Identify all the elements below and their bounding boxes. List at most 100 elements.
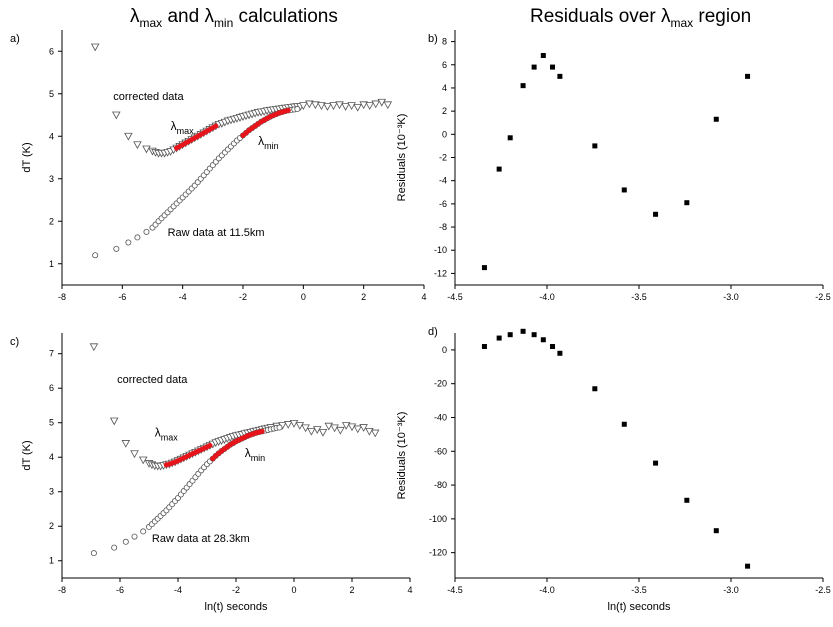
annotation-label: Raw data at 11.5km [168,227,265,239]
corrected-data-point [112,111,121,120]
y-tick-label: 0 [442,345,447,355]
residual-point [621,187,627,193]
corrected-data-point [289,420,299,428]
corrected-data-point [121,440,131,448]
residual-point [531,64,537,70]
residual-point [481,265,487,271]
y-tick-label: 8 [442,37,447,47]
x-tick-label: -2.5 [815,585,831,595]
annotation-label: corrected data [113,91,184,103]
x-tick-label: -8 [58,585,66,595]
y-axis-label: dT (K) [21,440,33,470]
corrected-data-point [307,427,316,436]
annotation-lambda: λmax [171,119,195,136]
x-axis-label: ln(t) seconds [608,601,671,613]
x-tick-label: -4 [179,292,187,302]
corrected-data-point [318,428,328,437]
residual-point [713,528,719,534]
x-tick-label: -2.5 [815,292,831,302]
residual-point [550,64,556,70]
residual-point [557,73,563,79]
title-lambda-2: λ [204,6,214,27]
x-tick-label: 2 [361,292,366,302]
x-tick-label: -3.5 [631,585,647,595]
corrected-data-point [353,425,363,434]
chart-title-left: λmax and λmin calculations [130,6,338,30]
fit-region-point [213,123,219,129]
x-tick-label: 0 [291,585,296,595]
y-tick-label: -4 [439,176,447,186]
corrected-data-point [347,102,356,110]
x-tick-label: -3.5 [631,292,647,302]
residual-point [540,53,546,58]
corrected-data-point [305,100,314,109]
x-tick-label: -2 [239,292,247,302]
corrected-data-point [142,145,151,154]
corrected-data-point [353,103,362,112]
title-sub-max: max [139,15,163,30]
x-tick-label: -3.0 [723,585,739,595]
fit-region-point [285,107,291,113]
y-tick-label: -12 [434,268,447,278]
residual-point [745,73,751,79]
raw-data-point [294,106,301,113]
raw-data-point [113,245,120,252]
y-tick-label: 2 [442,106,447,116]
residual-point [592,143,598,149]
corrected-data-point [365,427,374,436]
chart-title-right: Residuals over λmax region [530,6,751,30]
panel-c: -8 -6 -4 -2 0 2 4 1 2 3 4 5 6 7 c) dT (K) ln(t) seconds c… [10,333,413,613]
x-axis-label: ln(t) seconds [205,601,268,613]
raw-data-point [276,424,283,431]
title-region: region [693,6,752,27]
corrected-data-point [329,102,338,110]
corrected-data-point [347,423,357,432]
residual-point [653,211,659,217]
x-tick-label: -3.0 [723,292,739,302]
corrected-data-point [312,426,322,434]
corrected-data-point [130,450,139,459]
x-tick-label: -8 [58,292,66,302]
annotation-lambda: λmax [155,426,179,443]
y-tick-label: 3 [49,487,54,497]
corrected-data-point [377,98,387,107]
corrected-data-point [109,417,119,426]
corrected-data-point [311,101,320,110]
y-tick-label: 4 [49,452,54,462]
residual-point [496,335,502,341]
residual-point [540,337,546,343]
raw-data-point [125,239,132,246]
y-tick-label: 5 [49,89,54,99]
panel-label: d) [428,326,438,338]
x-tick-label: 0 [301,292,306,302]
raw-data-point [92,252,99,259]
corrected-data-point [90,43,100,52]
panel-label: a) [10,33,20,45]
residual-point [621,421,627,427]
y-tick-label: -6 [439,199,447,209]
y-tick-label: 4 [442,83,447,93]
residual-point [745,563,751,569]
x-tick-label: -6 [116,585,124,595]
y-tick-label: -2 [439,153,447,163]
residual-point [550,344,556,350]
raw-data-point [122,538,129,545]
title-calculations: calculations [233,6,338,27]
corrected-data-point [371,100,381,109]
annotation-lambda: λmin [245,446,266,463]
annotation-label: Raw data at 28.3km [152,533,250,545]
x-tick-label: -2 [232,585,240,595]
x-tick-label: -4.0 [539,292,555,302]
corrected-data-point [359,101,368,110]
y-tick-label: 3 [49,174,54,184]
raw-data-point [111,544,118,551]
raw-data-point [140,528,147,535]
residual-point [507,135,513,141]
x-tick-label: -4 [174,585,182,595]
y-tick-label: 2 [49,521,54,531]
fit-region-point [207,442,213,449]
y-tick-label: 4 [49,131,54,141]
corrected-data-point [330,424,339,433]
y-axis-label: Residuals (10⁻³K) [396,114,408,202]
